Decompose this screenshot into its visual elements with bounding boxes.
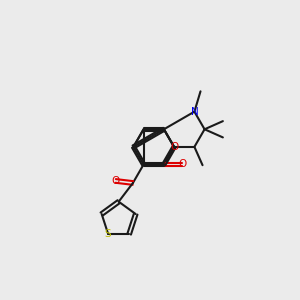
Text: S: S [105, 229, 112, 239]
Text: O: O [170, 142, 178, 152]
Text: O: O [112, 176, 120, 186]
Text: O: O [178, 160, 186, 170]
Text: N: N [190, 107, 198, 117]
